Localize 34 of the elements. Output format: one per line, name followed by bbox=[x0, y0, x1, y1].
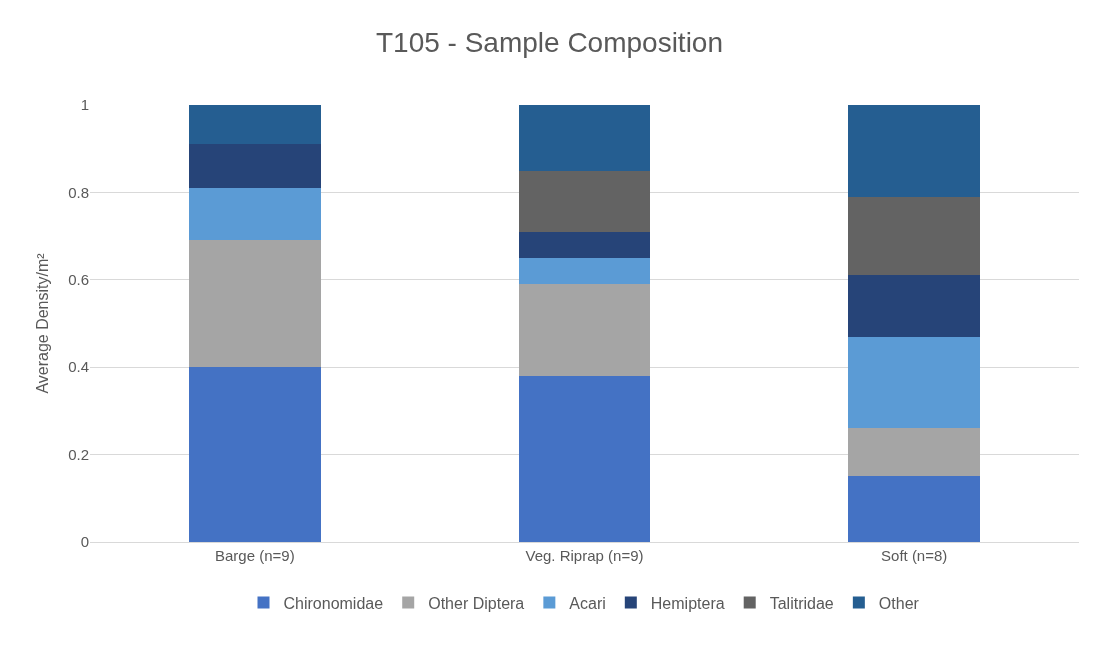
y-tick-label: 0.8 bbox=[68, 183, 89, 201]
bar bbox=[188, 188, 321, 241]
bar bbox=[848, 105, 981, 197]
legend-label: Acari bbox=[569, 594, 606, 612]
y-tick-label: 0 bbox=[80, 533, 89, 551]
bar bbox=[518, 170, 651, 232]
legend-label: Talitridae bbox=[769, 594, 834, 612]
bar bbox=[848, 336, 981, 429]
bar bbox=[848, 275, 981, 337]
bar bbox=[188, 367, 321, 542]
bar bbox=[188, 144, 321, 189]
bar bbox=[188, 240, 321, 368]
legend-label: Other Diptera bbox=[428, 594, 525, 612]
bar bbox=[188, 105, 321, 145]
y-tick-label: 0.4 bbox=[68, 358, 89, 376]
legend-label: Hemiptera bbox=[650, 594, 725, 612]
legend-label: Chironomidae bbox=[283, 594, 384, 612]
bar bbox=[518, 105, 651, 171]
bar bbox=[848, 428, 981, 477]
y-tick-label: 1 bbox=[80, 96, 89, 114]
legend-label: Other bbox=[878, 594, 920, 612]
y-axis-title: Average Density/m² bbox=[34, 252, 51, 394]
chart-title: T105 - Sample Composition bbox=[375, 27, 724, 59]
bar bbox=[848, 476, 981, 542]
bar bbox=[518, 375, 651, 542]
bar bbox=[518, 284, 651, 376]
x-tick-label: Barge (n=9) bbox=[215, 547, 295, 564]
bar bbox=[518, 231, 651, 258]
bar bbox=[848, 196, 981, 276]
y-tick-label: 0.6 bbox=[68, 271, 89, 289]
x-tick-label: Soft (n=8) bbox=[881, 547, 948, 564]
y-tick-label: 0.2 bbox=[68, 445, 89, 463]
x-tick-label: Veg. Riprap (n=9) bbox=[525, 547, 644, 564]
bar bbox=[518, 257, 651, 285]
